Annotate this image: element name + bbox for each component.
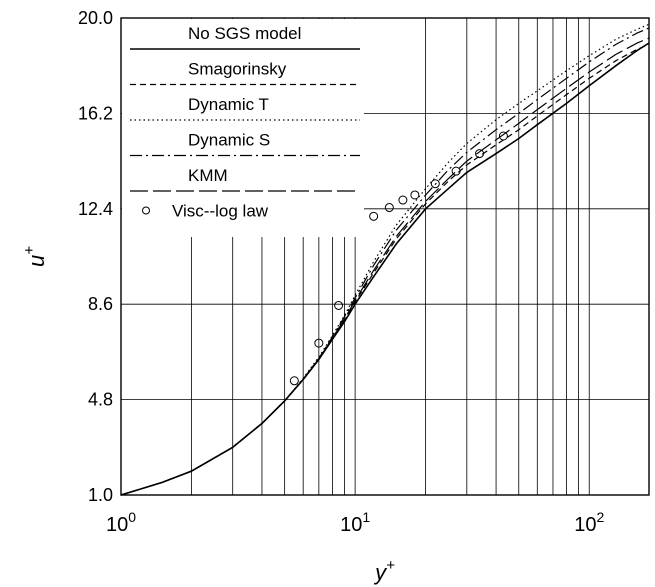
legend-label: KMM [188,166,228,185]
legend-box [122,19,364,237]
plot-series [120,23,650,496]
data-point [410,190,420,200]
y-tick-label: 16.2 [78,103,113,123]
legend-marker [142,206,150,215]
y-tick-labels: 1.0 4.8 8.6 12.4 16.2 20.0 [78,8,113,505]
data-point [289,376,299,386]
x-axis-title: y+ [373,557,395,585]
legend-label: Visc--log law [172,202,269,221]
data-point [334,300,344,310]
x-tick-label: 100 [106,509,136,536]
y-axis-title: u+ [21,246,49,267]
y-tick-label: 8.6 [88,294,113,314]
data-point [430,179,440,189]
y-tick-label: 12.4 [78,199,113,219]
data-point [475,149,485,159]
series-line [120,27,650,496]
series-line [120,37,650,496]
x-tick-label: 101 [340,509,370,536]
y-tick-label: 4.8 [88,390,113,410]
data-point [314,338,324,348]
plot-frame [120,17,650,496]
y-tick-label: 1.0 [88,485,113,505]
legend-label: Dynamic T [188,95,269,114]
legend-label: No SGS model [188,24,301,43]
data-point [398,195,408,205]
x-tick-label: 102 [574,509,604,536]
axis-titles: y+ u+ [21,246,395,585]
y-tick-label: 20.0 [78,8,113,28]
data-point [369,211,379,221]
legend: No SGS model Smagorinsky Dynamic T Dynamic … [122,19,364,237]
x-tick-labels: 100 101 102 [106,509,604,536]
legend-label: Smagorinsky [188,60,287,79]
data-point [498,131,508,141]
data-point [384,203,394,213]
legend-label: Dynamic S [188,131,270,150]
data-point [451,166,461,176]
